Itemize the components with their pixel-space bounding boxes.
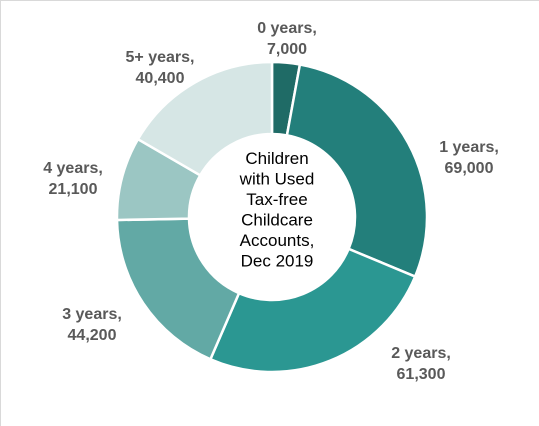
- data-label-2-years: 2 years, 61,300: [391, 345, 451, 383]
- donut-slices: [115, 60, 429, 374]
- slice-5plus-years: [136, 60, 274, 178]
- chart-title-line: Tax-free: [246, 190, 307, 209]
- data-label-5plus-years: 5+ years, 40,400: [126, 49, 195, 87]
- chart-title-line: Accounts,: [240, 231, 315, 250]
- data-labels: 0 years, 7,000 1 years, 69,000 2 years, 61,30…: [43, 20, 499, 383]
- chart-title-line: Childcare: [241, 211, 313, 230]
- data-label-1-years: 1 years, 69,000: [439, 139, 499, 177]
- slice-3-years: [115, 217, 241, 361]
- data-label-3-years: 3 years, 44,200: [62, 306, 122, 344]
- chart-title-line: Dec 2019: [241, 252, 314, 271]
- slice-2-years: [208, 247, 417, 374]
- slice-1-years: [285, 63, 429, 279]
- data-label-0-years: 0 years, 7,000: [257, 20, 317, 58]
- chart-title: Children with Used Tax-free Childcare Accoun…: [239, 149, 315, 271]
- data-label-4-years: 4 years, 21,100: [43, 160, 103, 198]
- chart-title-line: with Used: [239, 170, 315, 189]
- chart-title-line: Children: [245, 149, 308, 168]
